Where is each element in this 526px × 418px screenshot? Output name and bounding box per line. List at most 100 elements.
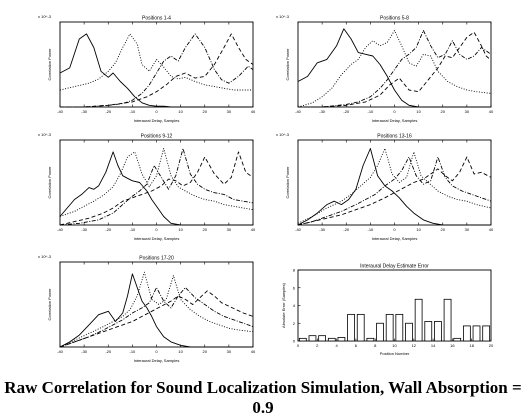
x-tick-label: -40 bbox=[295, 109, 302, 114]
series-line-dashed bbox=[59, 151, 254, 226]
x-tick-label: -30 bbox=[81, 349, 88, 354]
x-tick-label: 10 bbox=[178, 109, 183, 114]
series-line-dashed bbox=[60, 33, 254, 108]
x-tick-label: 30 bbox=[227, 227, 232, 232]
bar bbox=[395, 313, 404, 342]
bar bbox=[327, 337, 336, 342]
bar bbox=[482, 325, 491, 342]
x-tick-label: 0 bbox=[297, 343, 300, 348]
x-axis-label: Interaural Delay, Samples bbox=[372, 236, 418, 241]
plot-title: Positions 17-20 bbox=[139, 256, 174, 262]
plot-frame bbox=[297, 139, 492, 226]
x-tick-label: -20 bbox=[343, 227, 350, 232]
series-line-dotted bbox=[59, 271, 254, 348]
x-tick-label: 4 bbox=[335, 343, 338, 348]
series-line-dashed bbox=[298, 31, 492, 108]
bar bbox=[347, 313, 355, 342]
x-tick-label: 20 bbox=[441, 227, 446, 232]
bar bbox=[376, 322, 384, 342]
bar bbox=[414, 298, 423, 342]
x-tick-label: 40 bbox=[251, 109, 256, 114]
x-tick-label: 40 bbox=[489, 109, 494, 114]
x-tick-label: -30 bbox=[319, 227, 326, 232]
y-exponent-label: x 10^-3 bbox=[276, 14, 290, 19]
x-tick-label: 30 bbox=[465, 227, 470, 232]
plot-frame bbox=[59, 261, 254, 348]
y-axis-label: Correlation Power bbox=[285, 166, 290, 199]
x-tick-label: -10 bbox=[129, 349, 136, 354]
bar bbox=[405, 322, 413, 342]
figure-caption: Raw Correlation for Sound Localization S… bbox=[4, 378, 522, 417]
x-tick-label: 12 bbox=[412, 343, 417, 348]
y-tick-label: 0 bbox=[293, 339, 296, 344]
subplot-2: Positions 5-8 -40 -30 -20 -10 0 10 20 30 40 Intera… bbox=[276, 14, 494, 123]
x-tick-label: -20 bbox=[105, 227, 112, 232]
x-tick-label: 16 bbox=[450, 343, 455, 348]
plot-title: Interaural Delay Estimate Error bbox=[360, 264, 429, 270]
x-tick-label: 0 bbox=[393, 227, 396, 232]
plot-frame bbox=[59, 139, 254, 226]
x-tick-label: -20 bbox=[105, 109, 112, 114]
series-line-solid bbox=[59, 273, 253, 348]
x-tick-label: 0 bbox=[155, 349, 158, 354]
series-line-dashdot bbox=[60, 33, 254, 108]
subplot-1: Positions 1-4 -40 -30 -20 -10 0 10 20 30 40 Intera… bbox=[38, 14, 256, 123]
series-line-dotted bbox=[297, 148, 492, 224]
x-tick-label: 40 bbox=[251, 227, 256, 232]
series-line-dashdot bbox=[59, 287, 254, 348]
bar bbox=[443, 298, 452, 342]
series-line-solid bbox=[59, 151, 253, 226]
x-tick-label: -10 bbox=[129, 109, 136, 114]
series-line-dashdot bbox=[298, 30, 492, 108]
subplot-5: Positions 17-20 -40 -30 -20 -10 0 10 20 30 40 Inte… bbox=[38, 254, 256, 363]
series-line-dotted bbox=[59, 33, 253, 91]
plot-title: Positions 5-8 bbox=[380, 16, 409, 22]
x-axis-label: Interaural Delay, Samples bbox=[134, 358, 180, 363]
x-tick-label: 10 bbox=[416, 109, 421, 114]
bar bbox=[424, 321, 433, 342]
y-axis-label: Correlation Power bbox=[285, 48, 290, 81]
x-tick-label: 0 bbox=[155, 109, 158, 114]
x-tick-label: 40 bbox=[251, 349, 256, 354]
bar bbox=[472, 325, 481, 342]
x-tick-label: 30 bbox=[227, 349, 232, 354]
bar bbox=[366, 337, 375, 342]
plot-title: Positions 13-16 bbox=[377, 134, 412, 140]
x-tick-label: 14 bbox=[431, 343, 436, 348]
x-tick-label: 18 bbox=[469, 343, 474, 348]
x-tick-label: -20 bbox=[105, 349, 112, 354]
x-tick-label: -40 bbox=[57, 109, 64, 114]
series-line-solid bbox=[59, 33, 253, 108]
x-tick-label: 6 bbox=[355, 343, 358, 348]
plot-frame bbox=[297, 21, 492, 108]
bar bbox=[463, 325, 471, 342]
y-axis-label: Correlation Power bbox=[47, 48, 52, 81]
bar bbox=[318, 335, 326, 342]
y-tick-label: 4 bbox=[293, 303, 296, 308]
x-tick-label: 0 bbox=[393, 109, 396, 114]
subplot-6: Interaural Delay Estimate Error 0 2 4 6 8 10 12… bbox=[281, 264, 494, 357]
bar bbox=[453, 337, 462, 342]
series-line-solid bbox=[297, 148, 491, 226]
y-tick-label: 8 bbox=[293, 268, 296, 273]
x-tick-label: 30 bbox=[227, 109, 232, 114]
x-axis-label: Interaural Delay, Samples bbox=[134, 236, 180, 241]
x-tick-label: -30 bbox=[81, 109, 88, 114]
bar bbox=[356, 313, 365, 342]
x-tick-label: -40 bbox=[295, 227, 302, 232]
bar bbox=[337, 337, 346, 342]
figure-canvas: Positions 1-4-40 -30 -20 -10 0 10 20 30 40Intera… bbox=[38, 14, 494, 363]
series-line-dotted bbox=[297, 30, 492, 108]
plot-title: Positions 1-4 bbox=[142, 16, 171, 22]
y-tick-label: 2 bbox=[293, 321, 296, 326]
y-exponent-label: x 10^-3 bbox=[38, 14, 52, 19]
x-tick-label: 10 bbox=[178, 227, 183, 232]
x-tick-label: 0 bbox=[155, 227, 158, 232]
x-axis-label: Position Number bbox=[380, 351, 410, 356]
x-tick-label: 20 bbox=[203, 349, 208, 354]
x-tick-label: 30 bbox=[465, 109, 470, 114]
x-tick-label: -40 bbox=[57, 349, 64, 354]
series-line-dashed bbox=[59, 290, 254, 348]
x-tick-label: -10 bbox=[129, 227, 136, 232]
series-line-dashdot bbox=[297, 156, 492, 226]
